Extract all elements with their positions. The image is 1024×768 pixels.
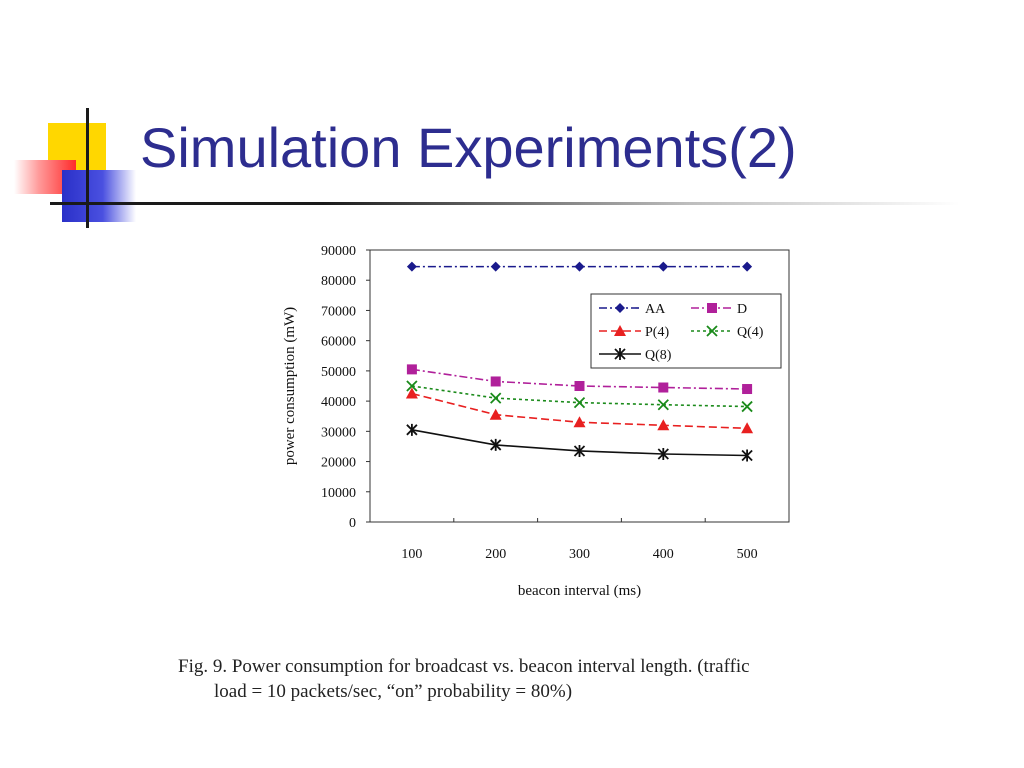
plot-frame	[369, 249, 790, 523]
caption-line-1: Fig. 9. Power consumption for broadcast …	[178, 656, 750, 677]
x-tick-label: 200	[485, 547, 506, 562]
x-axis-label: beacon interval (ms)	[518, 583, 641, 599]
data-point-q4	[573, 396, 586, 409]
y-tick-label: 70000	[321, 304, 356, 319]
data-point-d	[490, 376, 501, 387]
data-point-q8	[573, 444, 586, 457]
caption-line-2: load = 10 packets/sec, “on” probability …	[214, 681, 573, 702]
legend-marker-aa	[615, 303, 625, 313]
x-tick-label: 400	[653, 547, 674, 562]
y-tick-label: 50000	[321, 365, 356, 380]
legend-label-p4: P(4)	[645, 325, 669, 340]
legend-label-q8: Q(8)	[645, 348, 672, 363]
chart-panel: 0 10000 20000 30000 40000 50000 60000 70000 8000…	[264, 234, 800, 618]
data-point-p4	[657, 419, 670, 431]
y-tick-label: 60000	[321, 335, 356, 350]
y-axis-label: power consumption (mW)	[282, 307, 298, 465]
title-underline	[50, 202, 960, 205]
data-point-q8	[406, 423, 418, 436]
y-tick-label: 10000	[321, 486, 356, 501]
data-point-q4	[406, 380, 418, 392]
data-point-d	[658, 382, 669, 393]
legend-label-d: D	[737, 302, 747, 317]
data-point-q4	[490, 392, 502, 404]
legend-marker-q8	[614, 348, 626, 360]
ornament-blue-square	[62, 170, 136, 222]
x-tick-label: 300	[569, 547, 590, 562]
legend-label-q4: Q(4)	[737, 325, 764, 340]
data-point-p4	[573, 416, 586, 428]
data-point-p4	[489, 408, 502, 420]
data-point-q8	[741, 449, 753, 462]
y-tick-label: 80000	[321, 274, 356, 289]
data-point-q8	[490, 438, 502, 451]
y-tick-label: 0	[349, 516, 356, 531]
data-point-d	[742, 384, 753, 395]
data-point-aa	[574, 261, 585, 272]
legend-marker-p4	[614, 325, 626, 336]
x-tick-label: 100	[401, 547, 422, 562]
data-point-aa	[742, 261, 753, 272]
data-point-p4	[405, 387, 418, 399]
x-tick-label: 500	[737, 547, 758, 562]
data-point-q4	[657, 399, 669, 411]
y-tick-label: 90000	[321, 244, 356, 259]
y-tick-label: 30000	[321, 425, 356, 440]
data-point-q8	[657, 448, 669, 460]
data-point-aa	[490, 261, 501, 272]
data-point-q4	[741, 400, 753, 413]
data-point-d	[574, 381, 585, 391]
y-tick-label: 40000	[321, 395, 356, 410]
data-point-p4	[741, 422, 754, 434]
slide-title: Simulation Experiments(2)	[140, 116, 797, 179]
legend-label-aa: AA	[645, 302, 666, 317]
data-point-aa	[658, 261, 669, 272]
data-point-d	[406, 364, 417, 375]
legend-marker-q4	[706, 325, 718, 337]
data-point-aa	[406, 261, 417, 272]
figure-caption: Fig. 9. Power consumption for broadcast …	[178, 654, 898, 704]
legend-marker-d	[707, 303, 717, 313]
ornament-vertical-line	[86, 108, 89, 228]
power-consumption-chart: 0 10000 20000 30000 40000 50000 60000 70000 8000…	[282, 244, 790, 599]
y-tick-label: 20000	[321, 456, 356, 471]
